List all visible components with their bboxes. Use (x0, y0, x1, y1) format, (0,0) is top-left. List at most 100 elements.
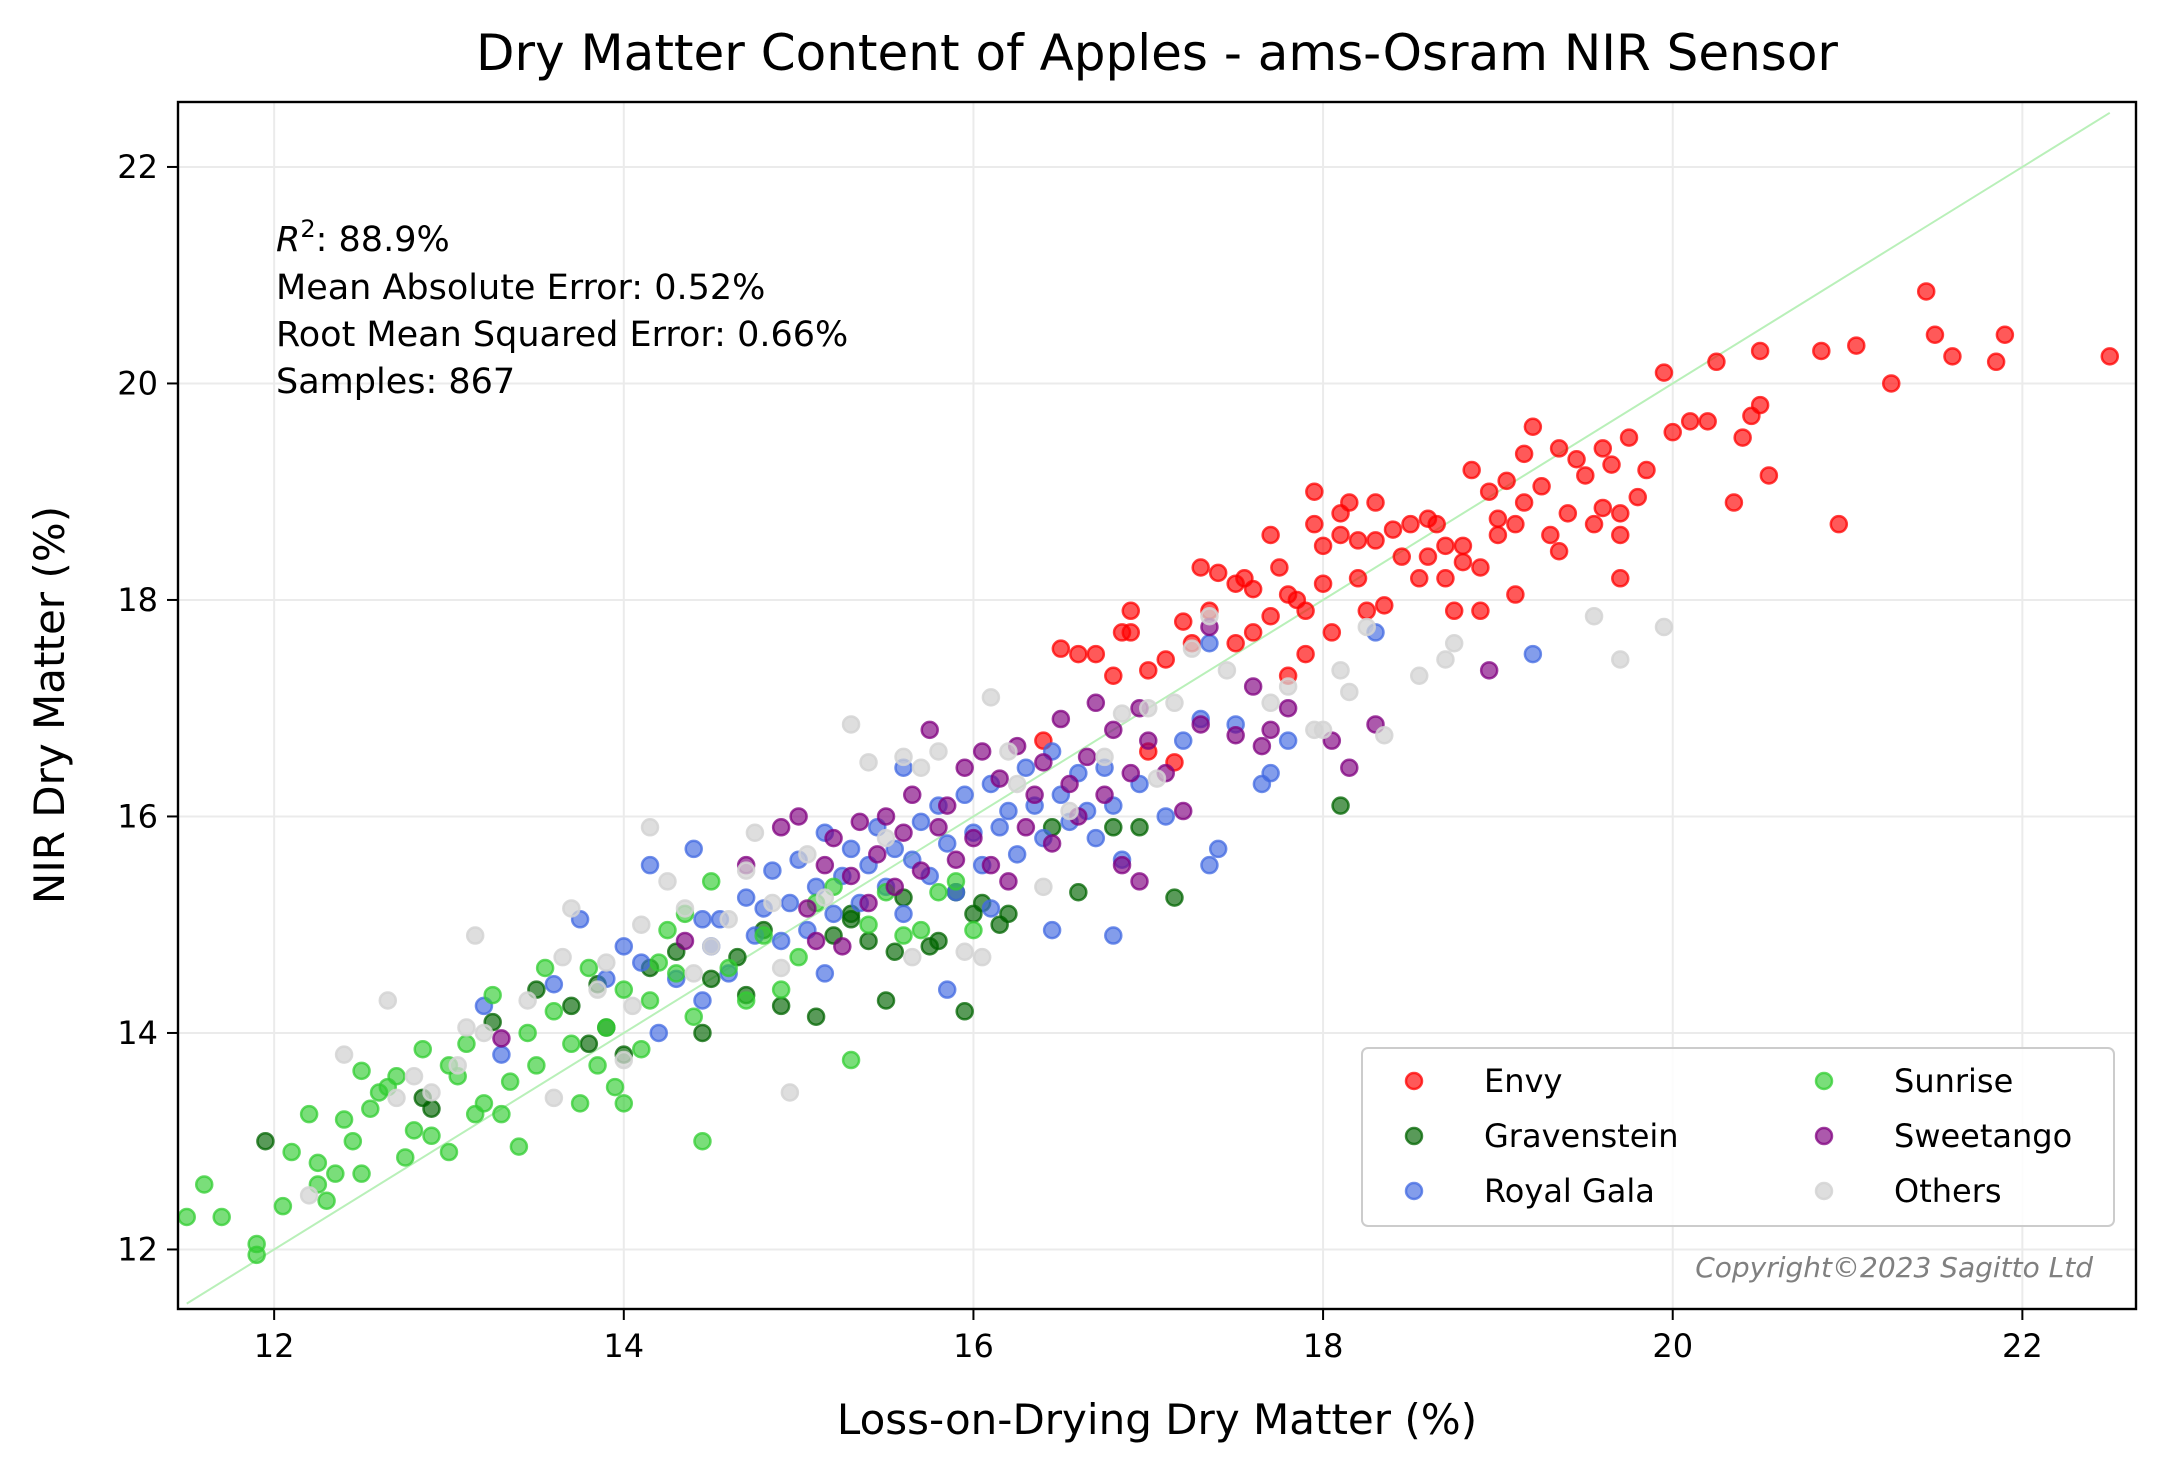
point-others (745, 823, 765, 842)
point-envy (1366, 493, 1385, 512)
point-others (1444, 634, 1464, 653)
point-envy (1611, 569, 1630, 588)
point-royal-gala (1042, 920, 1062, 940)
point-envy (1506, 514, 1525, 534)
point-others (1060, 801, 1079, 821)
point-others (334, 1045, 354, 1064)
point-sunrise (273, 1196, 293, 1216)
point-envy (1112, 623, 1132, 642)
point-sunrise (282, 1142, 301, 1162)
point-sunrise (649, 953, 669, 972)
point-others (981, 688, 1001, 707)
point-sunrise (666, 964, 686, 983)
point-sunrise (483, 985, 502, 1005)
point-others (701, 937, 721, 956)
stats-r2-value: : 88.9% (316, 220, 450, 260)
point-royal-gala (684, 839, 703, 859)
point-others (1331, 661, 1350, 680)
chart-title: Dry Matter Content of Apples - ams-Osram… (476, 24, 1838, 82)
point-others (684, 964, 703, 983)
point-others (1182, 639, 1202, 658)
point-sweetango (1121, 763, 1141, 783)
point-sunrise (334, 1110, 354, 1129)
y-axis-label: NIR Dry Matter (%) (25, 506, 74, 904)
point-envy (1750, 395, 1770, 415)
point-others (1261, 693, 1280, 713)
point-others (1340, 682, 1359, 702)
point-royal-gala (937, 980, 957, 999)
point-others (404, 1067, 424, 1086)
point-envy (1139, 661, 1158, 680)
point-envy (1322, 623, 1342, 642)
point-royal-gala (632, 953, 651, 972)
point-gravenstein (1069, 882, 1088, 902)
legend-label-royal-gala: Royal Gala (1484, 1172, 1655, 1210)
point-sunrise (588, 1056, 607, 1075)
point-envy (1759, 466, 1779, 485)
point-royal-gala (1278, 731, 1298, 750)
point-sunrise (754, 926, 773, 945)
y-tick-label: 20 (117, 364, 158, 402)
point-royal-gala (1261, 763, 1280, 783)
point-others (876, 828, 896, 848)
point-sunrise (614, 980, 634, 999)
point-envy (1995, 325, 2015, 344)
point-sunrise (492, 1104, 511, 1124)
point-others (1007, 774, 1027, 794)
point-sunrise (457, 1034, 476, 1054)
point-envy (1925, 325, 1945, 344)
point-royal-gala (955, 785, 974, 805)
point-gravenstein (771, 996, 791, 1016)
point-envy (1453, 536, 1473, 556)
point-sweetango (937, 796, 957, 815)
point-envy (1514, 493, 1534, 512)
point-envy (1313, 574, 1333, 593)
point-sweetango (946, 850, 966, 870)
point-sweetango (1278, 698, 1298, 718)
point-sweetango (1077, 747, 1097, 767)
point-envy (1305, 482, 1324, 501)
point-sweetango (972, 742, 992, 761)
point-royal-gala (1007, 845, 1027, 864)
point-others (972, 947, 992, 967)
point-sweetango (885, 877, 905, 897)
point-others (1165, 693, 1184, 713)
point-others (378, 991, 398, 1010)
point-sunrise (859, 915, 878, 934)
point-others (894, 747, 913, 767)
x-tick-label: 20 (1652, 1327, 1693, 1365)
point-royal-gala (1208, 839, 1228, 859)
point-envy (1943, 347, 1962, 366)
point-envy (1567, 449, 1586, 469)
point-sweetango (1104, 720, 1123, 740)
legend-label-sweetango: Sweetango (1894, 1117, 2072, 1155)
point-envy (1829, 514, 1849, 534)
point-envy (1051, 639, 1071, 658)
point-royal-gala (815, 964, 835, 983)
point-envy (1698, 412, 1717, 431)
point-others (553, 947, 572, 967)
point-gravenstein (806, 1007, 826, 1026)
point-royal-gala (894, 904, 913, 924)
point-envy (1436, 569, 1455, 588)
copyright-text: Copyright©2023 Sagitto Ltd (1695, 1251, 2093, 1284)
point-sweetango (1060, 774, 1079, 794)
point-envy (1331, 504, 1350, 523)
point-envy (1523, 417, 1543, 437)
point-envy (1383, 520, 1403, 539)
point-others (465, 926, 485, 945)
point-envy (1444, 601, 1464, 621)
point-sweetango (1139, 731, 1158, 750)
point-sweetango (981, 855, 1001, 875)
point-envy (1121, 601, 1141, 621)
point-others (474, 1023, 494, 1043)
point-sunrise (387, 1067, 406, 1086)
point-sunrise (579, 958, 599, 978)
point-royal-gala (1104, 926, 1123, 945)
point-sweetango (1086, 693, 1106, 713)
point-sweetango (955, 758, 974, 777)
point-sunrise (544, 1002, 564, 1021)
point-sweetango (1191, 715, 1210, 734)
point-sweetango (1173, 801, 1193, 821)
point-sweetango (771, 818, 791, 837)
